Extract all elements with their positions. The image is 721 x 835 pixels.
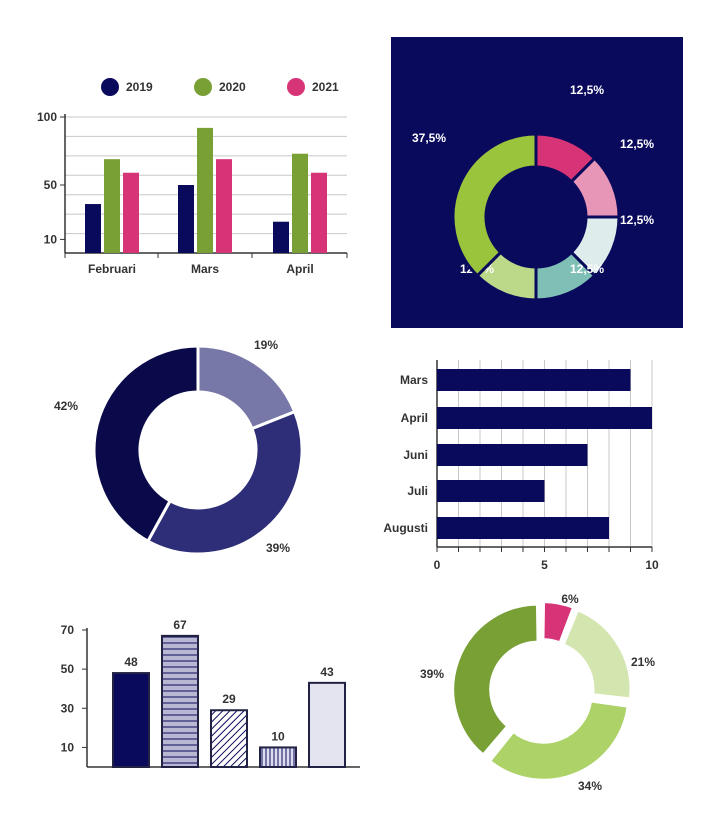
grouped-bar-chart: 10 50 100 Februari Mars April 2019 2020 2021 xyxy=(0,60,370,290)
navy-donut-chart-svg: 12,5%12,5%12,5%12,5%12,5%37,5% xyxy=(391,37,683,328)
donut6-slice-4 xyxy=(452,603,539,756)
grouped-bar-chart-svg: 10 50 100 Februari Mars April 2019 2020 2021 xyxy=(37,78,348,276)
bar1-bar-2019-April xyxy=(273,221,289,253)
bar1-category-label: Februari xyxy=(88,262,136,276)
bar5-data-label: 48 xyxy=(124,655,138,669)
hbar-bar-April xyxy=(437,407,652,429)
purple-donut-chart: 19% 39% 42% xyxy=(20,330,360,570)
bar1-bar-2019-Februari xyxy=(85,204,101,253)
bar5-data-label: 10 xyxy=(271,729,285,743)
donut6-slice-2 xyxy=(562,609,632,700)
bar5-bar-2 xyxy=(161,634,199,768)
bar1-bar-2020-Februari xyxy=(104,159,120,253)
bar1-legend-label: 2020 xyxy=(219,80,246,94)
patterned-bar-chart: 10 30 50 70 48 67 29 10 43 xyxy=(40,610,370,780)
green-donut-chart-svg: 6% 21% 34% 39% xyxy=(420,592,655,793)
donut2-label-3: 12,5% xyxy=(620,213,654,227)
donut2-label-2: 12,5% xyxy=(620,137,654,151)
hbar-category-label: April xyxy=(401,411,428,425)
bar1-bar-2020-April xyxy=(292,153,308,253)
bar5-y-tick-label: 30 xyxy=(61,701,75,715)
hbar-category-label: Augusti xyxy=(383,521,428,535)
horizontal-bar-chart: 0 5 10 Mars April Juni Juli Augusti xyxy=(370,350,690,580)
bar5-y-tick-label: 10 xyxy=(61,740,75,754)
hbar-category-label: Mars xyxy=(400,373,428,387)
bar1-y-tick-label: 100 xyxy=(37,110,57,124)
bar1-legend-label: 2021 xyxy=(312,80,339,94)
bar1-legend-marker xyxy=(101,78,119,96)
donut6-label-4: 39% xyxy=(420,667,444,681)
donut3-label-1: 19% xyxy=(254,338,278,352)
bar1-bar-2021-Mars xyxy=(216,159,232,253)
bar1-bar-2019-Mars xyxy=(178,185,194,253)
bar5-bar-5 xyxy=(308,681,346,768)
hbar-x-tick-label: 5 xyxy=(541,558,548,572)
donut2-slice-6 xyxy=(451,132,538,278)
hbar-category-label: Juni xyxy=(403,448,428,462)
donut6-label-2: 21% xyxy=(631,655,655,669)
donut6-slice-3 xyxy=(488,700,629,781)
bar1-legend-label: 2019 xyxy=(126,80,153,94)
bar5-data-label: 43 xyxy=(320,665,334,679)
donut2-label-6: 37,5% xyxy=(412,131,446,145)
donut6-slice-1 xyxy=(542,601,575,644)
donut6-label-3: 34% xyxy=(578,779,602,793)
hbar-bar-Augusti xyxy=(437,517,609,539)
bar1-category-label: April xyxy=(286,262,313,276)
donut3-label-3: 42% xyxy=(54,399,78,413)
bar1-bar-2021-April xyxy=(311,172,327,253)
bar5-y-tick-label: 50 xyxy=(61,662,75,676)
bar5-bar-1 xyxy=(112,672,150,768)
bar1-y-tick-label: 10 xyxy=(44,232,58,246)
hbar-category-label: Juli xyxy=(407,484,428,498)
hbar-bar-Juni xyxy=(437,444,588,466)
donut3-slice-3 xyxy=(92,344,200,544)
navy-donut-chart: 12,5%12,5%12,5%12,5%12,5%37,5% xyxy=(391,37,683,328)
bar1-legend-marker xyxy=(194,78,212,96)
bar5-bar-4 xyxy=(259,746,297,769)
bar1-legend-marker xyxy=(287,78,305,96)
donut2-label-1: 12,5% xyxy=(570,83,604,97)
green-donut-chart: 6% 21% 34% 39% xyxy=(400,585,690,800)
horizontal-bar-chart-svg: 0 5 10 Mars April Juni Juli Augusti xyxy=(383,360,659,572)
hbar-bar-Mars xyxy=(437,369,631,391)
bar5-y-tick-label: 70 xyxy=(61,623,75,637)
purple-donut-chart-svg: 19% 39% 42% xyxy=(54,338,304,556)
bar1-y-tick-label: 50 xyxy=(44,178,58,192)
bar5-bar-3 xyxy=(210,709,248,768)
donut6-label-1: 6% xyxy=(561,592,579,606)
bar1-category-label: Mars xyxy=(191,262,219,276)
donut3-slice-2 xyxy=(145,409,304,556)
hbar-x-tick-label: 0 xyxy=(434,558,441,572)
donut3-label-2: 39% xyxy=(266,541,290,555)
bar1-bar-2021-Februari xyxy=(123,172,139,253)
hbar-x-tick-label: 10 xyxy=(645,558,659,572)
bar5-data-label: 67 xyxy=(173,618,187,632)
bar5-data-label: 29 xyxy=(222,692,236,706)
bar1-bar-2020-Mars xyxy=(197,127,213,253)
patterned-bar-chart-svg: 10 30 50 70 48 67 29 10 43 xyxy=(61,618,360,769)
hbar-bar-Juli xyxy=(437,480,545,502)
donut2-label-4: 12,5% xyxy=(570,262,604,276)
